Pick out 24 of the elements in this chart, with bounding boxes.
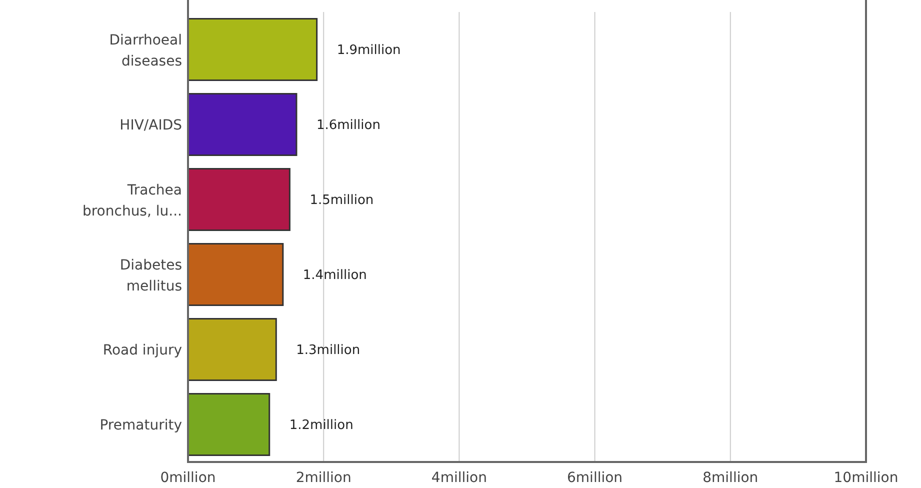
bar [187, 93, 298, 156]
x-tick-label: 10million [834, 470, 898, 486]
y-tick-label: Diabetes mellitus [120, 257, 182, 294]
data-label: 1.4million [302, 268, 367, 284]
y-tick-label: Trachea bronchus, lu... [82, 182, 182, 220]
data-label: 1.3million [296, 343, 360, 358]
x-tick-label: 2million [296, 470, 352, 486]
y-tick-label: HIV/AIDS [120, 117, 182, 134]
bar [187, 393, 270, 456]
x-tick-label: 0million [160, 470, 216, 486]
bar [187, 243, 284, 306]
data-label: 1.9million [336, 43, 401, 58]
y-tick-label: Prematurity [100, 417, 182, 434]
bar [187, 168, 290, 231]
y-tick-label: Road injury [102, 342, 182, 358]
data-label: 1.6million [316, 118, 380, 134]
bar [187, 18, 318, 81]
y-tick-label: Diarrhoeal diseases [109, 32, 182, 70]
x-tick-label: 6million [567, 470, 623, 486]
data-label: 1.2million [289, 418, 354, 434]
bar [187, 318, 277, 381]
x-tick-label: 8million [702, 470, 758, 486]
x-tick-label: 4million [431, 470, 487, 486]
data-label: 1.5million [310, 193, 374, 208]
